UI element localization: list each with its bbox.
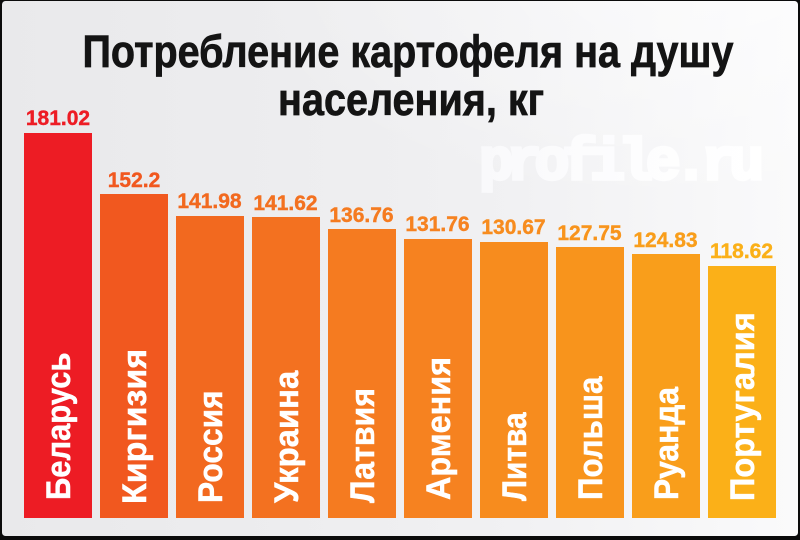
svg-text:profile.ru: profile.ru — [479, 132, 760, 197]
